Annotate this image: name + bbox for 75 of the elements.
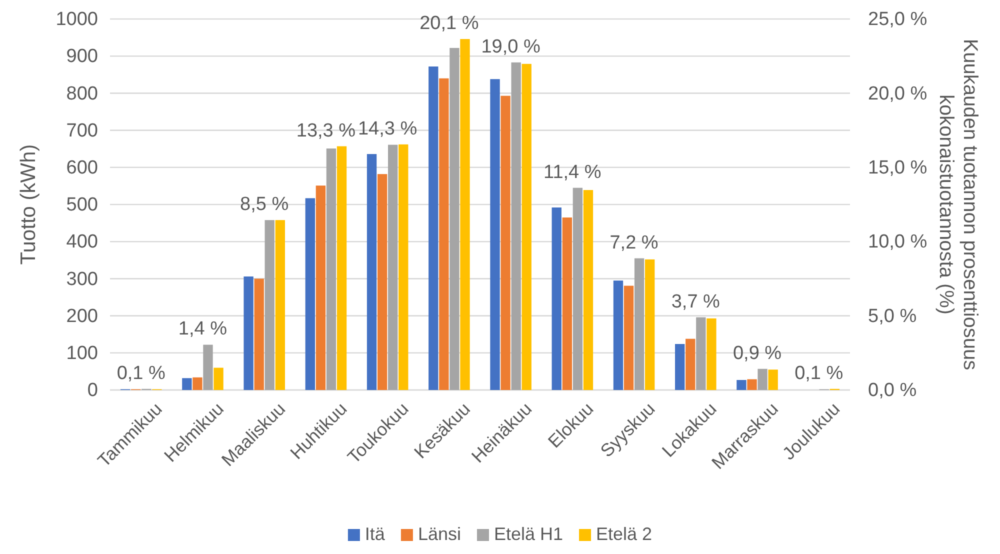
y-tick-label: 900 — [66, 46, 98, 68]
bar — [203, 344, 213, 390]
bar — [572, 188, 583, 390]
bar — [450, 48, 460, 390]
bar — [244, 276, 254, 390]
annotation: 3,7 % — [671, 291, 720, 312]
legend-label: Etelä H1 — [494, 524, 564, 544]
bar — [624, 286, 634, 390]
bar — [428, 66, 438, 390]
bar — [182, 378, 192, 390]
y-tick-label: 500 — [66, 194, 98, 216]
bar — [214, 368, 224, 390]
bar — [460, 39, 470, 390]
y-tick-label: 200 — [66, 306, 98, 327]
bar — [562, 217, 572, 390]
y-tick-label: 600 — [66, 157, 98, 178]
bar — [747, 379, 757, 390]
bar — [326, 148, 336, 390]
bar — [388, 144, 398, 390]
annotation: 1,4 % — [178, 318, 228, 340]
y2-tick-label: 10,0 % — [868, 232, 928, 253]
y-tick-label: 800 — [66, 83, 98, 104]
legend-label: Länsi — [418, 524, 461, 544]
y2-tick-label: 20,0 % — [868, 83, 928, 104]
bar — [192, 377, 202, 390]
bar — [758, 368, 768, 390]
bar — [377, 174, 388, 390]
y-tick-label: 300 — [66, 268, 98, 290]
legend-label: Etelä 2 — [596, 524, 652, 544]
annotation: 7,2 % — [610, 232, 658, 254]
bar — [634, 258, 644, 390]
y2-axis-title: Kuukauden tuotannon prosenttiosuus kokonaistuotannosta (%) — [935, 38, 981, 370]
y-tick-label: 100 — [66, 342, 98, 364]
bar — [254, 278, 264, 390]
bar — [736, 380, 746, 390]
bar — [316, 186, 326, 390]
bar — [500, 96, 510, 390]
legend-label: Itä — [364, 524, 386, 544]
bar — [522, 64, 532, 390]
y2-tick-label: 0,0 % — [868, 380, 917, 402]
bar — [675, 344, 685, 390]
annotation: 8,5 % — [240, 194, 289, 216]
y-tick-label: 1000 — [56, 9, 98, 30]
bar — [583, 190, 594, 390]
bar — [696, 317, 706, 390]
annotation: 0,1 % — [794, 362, 844, 384]
bar — [552, 207, 562, 390]
annotation: 13,3 % — [296, 120, 356, 142]
y2-tick-label: 15,0 % — [868, 157, 928, 178]
bar — [366, 154, 377, 390]
y2-tick-label: 5,0 % — [868, 306, 917, 327]
bar — [511, 62, 521, 390]
annotation: 0,1 % — [116, 362, 166, 384]
bar — [613, 280, 624, 390]
y-tick-label: 0 — [87, 380, 98, 402]
bar — [686, 338, 696, 390]
bar — [490, 79, 500, 390]
annotation: 14,3 % — [358, 118, 418, 140]
bar — [706, 318, 716, 390]
y-tick-label: 700 — [66, 120, 98, 142]
bar — [768, 370, 778, 390]
bar — [275, 220, 285, 390]
annotation: 20,1 % — [420, 13, 479, 34]
bar — [439, 78, 449, 390]
annotation: 19,0 % — [481, 36, 540, 58]
bar — [264, 220, 274, 390]
annotation: 11,4 % — [544, 162, 602, 183]
y-axis-title: Tuotto (kWh) — [17, 144, 40, 265]
bar — [336, 146, 347, 390]
bar — [644, 259, 655, 390]
y-tick-label: 400 — [66, 232, 98, 253]
y2-tick-label: 25,0 % — [868, 9, 928, 30]
bar — [398, 144, 408, 390]
bar — [305, 198, 316, 390]
annotation: 0,9 % — [732, 342, 782, 364]
